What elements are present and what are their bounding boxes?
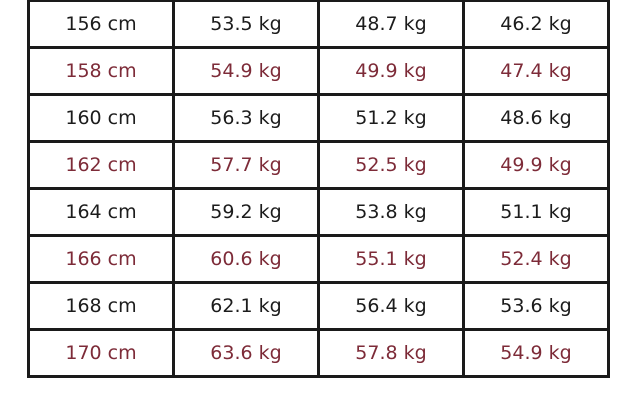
- table-row: 156 cm 53.5 kg 48.7 kg 46.2 kg: [27, 0, 610, 49]
- table-row: 160 cm 56.3 kg 51.2 kg 48.6 kg: [27, 93, 610, 143]
- table-row: 166 cm 60.6 kg 55.1 kg 52.4 kg: [27, 234, 610, 284]
- weight-cell: 53.6 kg: [462, 281, 610, 331]
- weight-cell: 57.7 kg: [172, 140, 320, 190]
- weight-cell: 56.4 kg: [317, 281, 465, 331]
- height-cell: 164 cm: [27, 187, 175, 237]
- height-weight-table: 156 cm 53.5 kg 48.7 kg 46.2 kg 158 cm 54.9 kg…: [27, 0, 610, 378]
- height-cell: 162 cm: [27, 140, 175, 190]
- weight-cell: 55.1 kg: [317, 234, 465, 284]
- weight-cell: 49.9 kg: [317, 46, 465, 96]
- table-row: 162 cm 57.7 kg 52.5 kg 49.9 kg: [27, 140, 610, 190]
- table-row: 158 cm 54.9 kg 49.9 kg 47.4 kg: [27, 46, 610, 96]
- table-body: 156 cm 53.5 kg 48.7 kg 46.2 kg 158 cm 54.9 kg…: [27, 0, 610, 378]
- weight-cell: 51.1 kg: [462, 187, 610, 237]
- weight-cell: 54.9 kg: [462, 328, 610, 378]
- weight-cell: 56.3 kg: [172, 93, 320, 143]
- height-cell: 158 cm: [27, 46, 175, 96]
- weight-cell: 62.1 kg: [172, 281, 320, 331]
- weight-cell: 60.6 kg: [172, 234, 320, 284]
- weight-cell: 48.6 kg: [462, 93, 610, 143]
- weight-cell: 54.9 kg: [172, 46, 320, 96]
- height-cell: 156 cm: [27, 0, 175, 49]
- weight-cell: 63.6 kg: [172, 328, 320, 378]
- weight-cell: 51.2 kg: [317, 93, 465, 143]
- table-row: 168 cm 62.1 kg 56.4 kg 53.6 kg: [27, 281, 610, 331]
- height-cell: 168 cm: [27, 281, 175, 331]
- weight-cell: 53.8 kg: [317, 187, 465, 237]
- weight-cell: 52.4 kg: [462, 234, 610, 284]
- table-row: 164 cm 59.2 kg 53.8 kg 51.1 kg: [27, 187, 610, 237]
- weight-cell: 46.2 kg: [462, 0, 610, 49]
- weight-cell: 49.9 kg: [462, 140, 610, 190]
- weight-cell: 52.5 kg: [317, 140, 465, 190]
- weight-cell: 59.2 kg: [172, 187, 320, 237]
- weight-cell: 57.8 kg: [317, 328, 465, 378]
- weight-cell: 48.7 kg: [317, 0, 465, 49]
- weight-cell: 47.4 kg: [462, 46, 610, 96]
- height-cell: 166 cm: [27, 234, 175, 284]
- weight-cell: 53.5 kg: [172, 0, 320, 49]
- height-cell: 160 cm: [27, 93, 175, 143]
- table-row: 170 cm 63.6 kg 57.8 kg 54.9 kg: [27, 328, 610, 378]
- height-cell: 170 cm: [27, 328, 175, 378]
